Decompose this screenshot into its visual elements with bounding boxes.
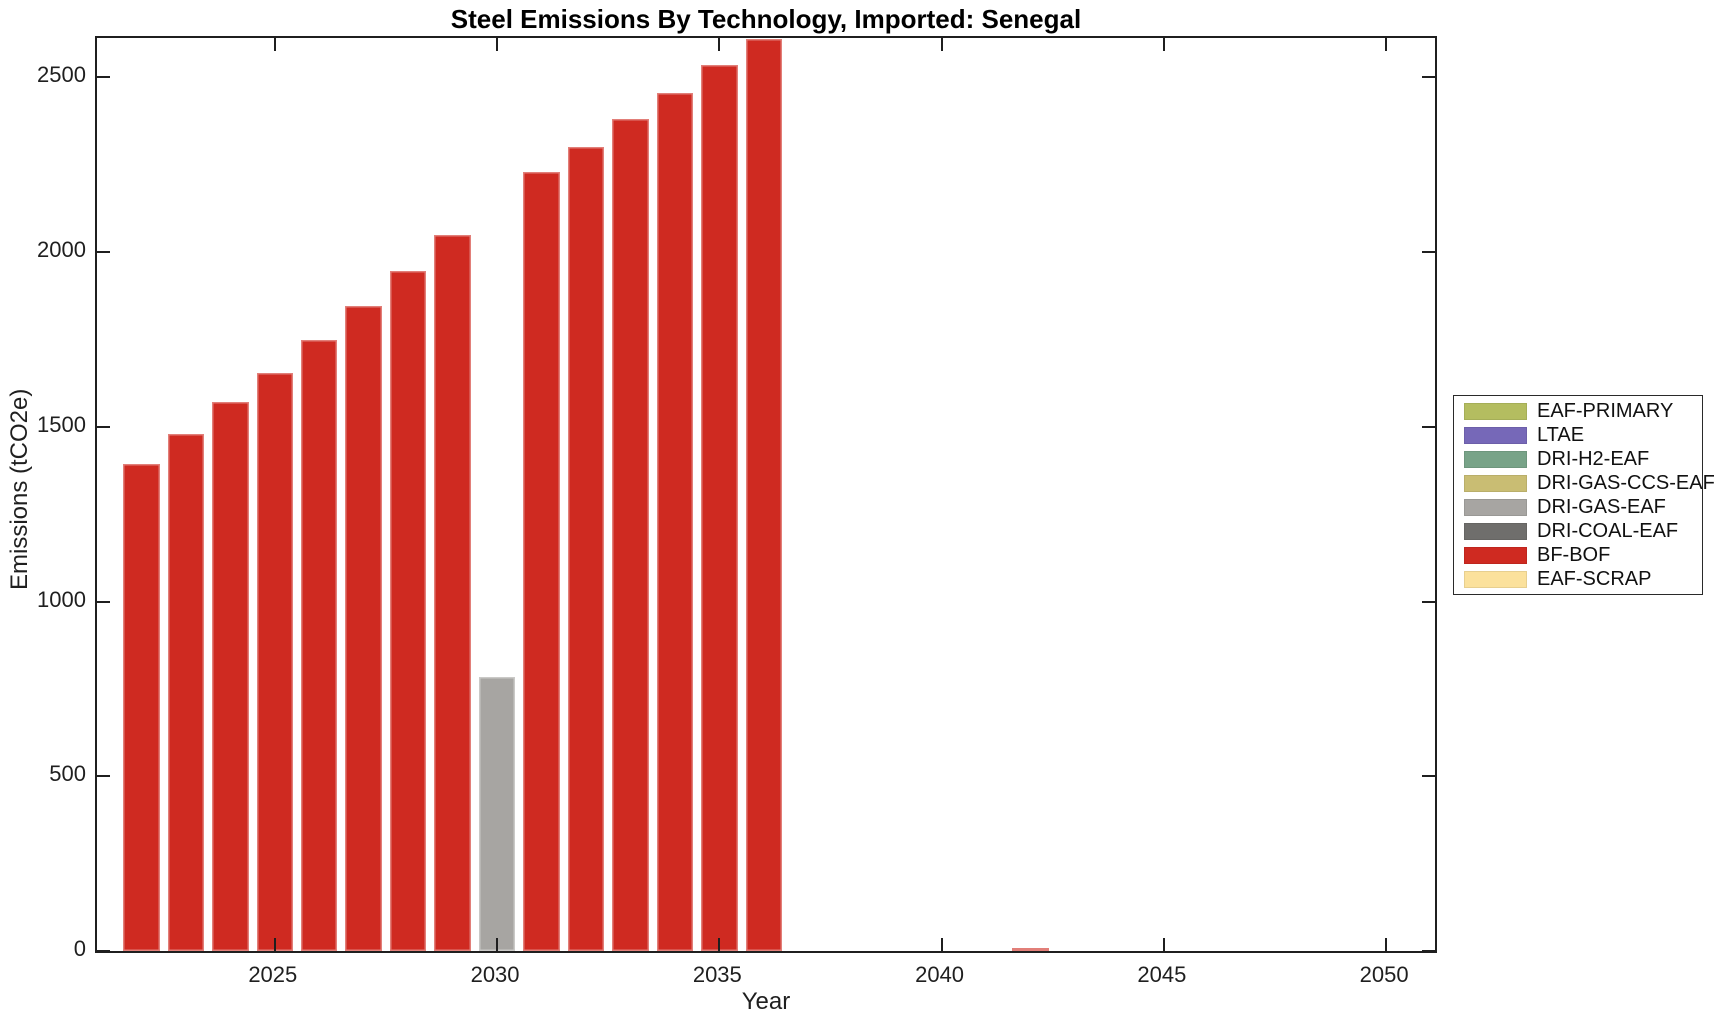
y-tick-left-2000 (97, 251, 110, 254)
legend-entry-eaf-primary: EAF-PRIMARY (1454, 399, 1702, 423)
bar-2032-bf-bof (567, 147, 605, 951)
legend-label: LTAE (1537, 423, 1585, 446)
x-tick-label-2045: 2045 (1137, 962, 1187, 987)
bar-2042-bf-bof (1012, 948, 1049, 951)
legend-swatch-dri-coal-eaf (1464, 522, 1527, 540)
y-tick-label-1500: 1500 (37, 411, 86, 437)
legend-label: EAF-SCRAP (1537, 567, 1652, 590)
y-tick-label-2500: 2500 (37, 62, 86, 88)
x-tick-top-2045 (1162, 38, 1165, 51)
x-tick-top-2030 (496, 38, 499, 51)
y-tick-label-500: 500 (49, 761, 86, 787)
legend: EAF-PRIMARY LTAE DRI-H2-EAF DRI-GAS-CCS-EAF… (1453, 395, 1714, 595)
bar-2030-dri-gas-eaf (478, 676, 516, 951)
x-tick-bottom-2030 (496, 938, 499, 951)
y-tick-label-1000: 1000 (37, 586, 86, 612)
bar-2034-bf-bof (656, 93, 694, 951)
legend-swatch-dri-gas-eaf (1464, 498, 1527, 516)
legend-entry-dri-gas-ccs-eaf: DRI-GAS-CCS-EAF (1454, 471, 1714, 495)
x-tick-bottom-2040 (940, 938, 943, 951)
bar-2026-bf-bof (301, 339, 338, 951)
y-tick-right-1000 (1422, 600, 1435, 603)
bar-2025-bf-bof (256, 372, 294, 951)
legend-swatch-eaf-scrap (1464, 570, 1527, 588)
y-tick-left-1000 (97, 600, 110, 603)
bar-2024-bf-bof (212, 402, 249, 951)
y-tick-label-2000: 2000 (37, 237, 86, 263)
y-tick-right-1500 (1422, 425, 1435, 428)
y-tick-label-0: 0 (73, 936, 86, 961)
x-tick-label-2030: 2030 (470, 962, 520, 987)
legend-entry-dri-gas-eaf: DRI-GAS-EAF (1454, 495, 1702, 519)
legend-label: EAF-PRIMARY (1537, 399, 1674, 422)
x-tick-bottom-2035 (718, 938, 721, 951)
legend-swatch-dri-h2-eaf (1464, 450, 1527, 468)
y-tick-right-0 (1422, 950, 1435, 952)
plot-area (95, 36, 1437, 953)
bar-2029-bf-bof (434, 234, 471, 951)
x-tick-top-2035 (718, 38, 721, 51)
legend-label: DRI-GAS-EAF (1537, 495, 1666, 518)
legend-entry-eaf-scrap: EAF-SCRAP (1454, 567, 1702, 591)
bar-2035-bf-bof (701, 65, 738, 951)
x-tick-top-2025 (273, 38, 276, 51)
bar-2031-bf-bof (523, 171, 560, 951)
y-tick-right-500 (1422, 775, 1435, 778)
bar-2033-bf-bof (612, 119, 649, 951)
x-tick-label-2025: 2025 (248, 962, 298, 987)
bar-2023-bf-bof (167, 433, 205, 951)
legend-swatch-bf-bof (1464, 546, 1527, 564)
x-tick-top-2040 (940, 38, 943, 51)
x-tick-label-2040: 2040 (915, 962, 965, 987)
legend-label: DRI-COAL-EAF (1537, 519, 1679, 542)
legend-swatch-dri-gas-ccs-eaf (1464, 474, 1527, 492)
y-tick-left-2500 (97, 76, 110, 79)
legend-swatch-eaf-primary (1464, 402, 1527, 420)
legend-entry-dri-h2-eaf: DRI-H2-EAF (1454, 447, 1702, 471)
x-axis-label: Year (741, 988, 791, 1015)
legend-entry-bf-bof: BF-BOF (1454, 543, 1702, 567)
legend-label: DRI-H2-EAF (1537, 447, 1650, 470)
x-tick-bottom-2025 (273, 938, 276, 951)
bar-2036-bf-bof (745, 39, 782, 951)
legend-swatch-ltae (1464, 426, 1527, 444)
x-tick-label-2050: 2050 (1359, 962, 1409, 987)
x-tick-label-2035: 2035 (692, 962, 742, 987)
chart-title: Steel Emissions By Technology, Imported:… (450, 4, 1082, 34)
y-tick-right-2500 (1422, 76, 1435, 79)
legend-entry-ltae: LTAE (1454, 423, 1702, 447)
y-tick-left-1500 (97, 425, 110, 428)
x-tick-bottom-2045 (1162, 938, 1165, 951)
y-tick-left-500 (97, 775, 110, 778)
x-tick-bottom-2050 (1385, 938, 1388, 951)
bar-2028-bf-bof (389, 271, 427, 951)
legend-label: DRI-GAS-CCS-EAF (1537, 471, 1714, 494)
legend-label: BF-BOF (1537, 543, 1611, 566)
bar-2027-bf-bof (345, 306, 382, 951)
legend-entry-dri-coal-eaf: DRI-COAL-EAF (1454, 519, 1702, 543)
x-tick-top-2050 (1385, 38, 1388, 51)
y-tick-right-2000 (1422, 251, 1435, 254)
y-tick-left-0 (97, 950, 110, 952)
bar-2022-bf-bof (123, 463, 160, 951)
